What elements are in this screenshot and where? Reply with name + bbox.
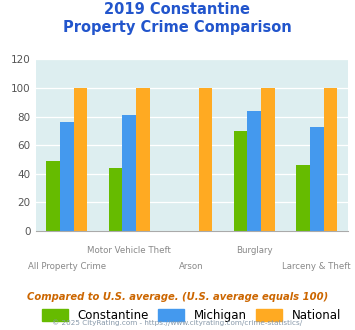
Bar	[247, 111, 261, 231]
Text: Compared to U.S. average. (U.S. average equals 100): Compared to U.S. average. (U.S. average …	[27, 292, 328, 302]
Text: 2019 Constantine: 2019 Constantine	[104, 2, 251, 16]
Text: Larceny & Theft: Larceny & Theft	[282, 262, 351, 271]
Bar	[234, 131, 247, 231]
Bar	[136, 88, 150, 231]
Text: Burglary: Burglary	[236, 246, 273, 255]
Bar	[198, 88, 212, 231]
Text: Property Crime Comparison: Property Crime Comparison	[63, 20, 292, 35]
Text: Motor Vehicle Theft: Motor Vehicle Theft	[87, 246, 171, 255]
Bar	[310, 127, 323, 231]
Bar	[323, 88, 337, 231]
Bar	[60, 122, 73, 231]
Legend: Constantine, Michigan, National: Constantine, Michigan, National	[42, 309, 341, 322]
Bar	[122, 115, 136, 231]
Bar	[73, 88, 87, 231]
Text: © 2025 CityRating.com - https://www.cityrating.com/crime-statistics/: © 2025 CityRating.com - https://www.city…	[53, 319, 302, 326]
Bar	[109, 168, 122, 231]
Text: All Property Crime: All Property Crime	[28, 262, 106, 271]
Bar	[296, 165, 310, 231]
Bar	[261, 88, 275, 231]
Bar	[46, 161, 60, 231]
Text: Arson: Arson	[179, 262, 204, 271]
